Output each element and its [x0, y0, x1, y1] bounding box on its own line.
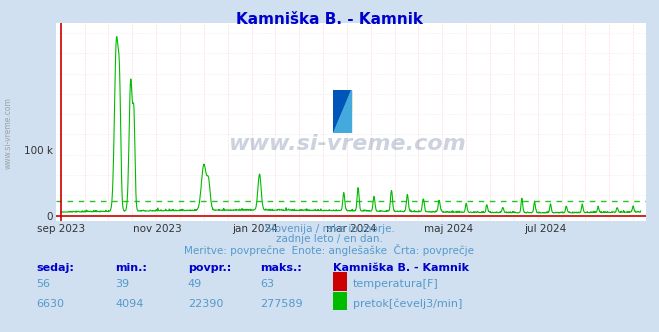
Text: 63: 63 — [260, 279, 274, 289]
Text: 6630: 6630 — [36, 299, 64, 309]
Text: Slovenija / reke in morje.: Slovenija / reke in morje. — [264, 224, 395, 234]
Text: 4094: 4094 — [115, 299, 144, 309]
Text: temperatura[F]: temperatura[F] — [353, 279, 438, 289]
Text: 39: 39 — [115, 279, 129, 289]
Polygon shape — [333, 90, 351, 133]
Text: 49: 49 — [188, 279, 202, 289]
Text: Kamniška B. - Kamnik: Kamniška B. - Kamnik — [236, 12, 423, 27]
Text: Kamniška B. - Kamnik: Kamniška B. - Kamnik — [333, 263, 469, 273]
Text: sedaj:: sedaj: — [36, 263, 74, 273]
Text: 22390: 22390 — [188, 299, 223, 309]
Text: zadnje leto / en dan.: zadnje leto / en dan. — [276, 234, 383, 244]
Text: www.si-vreme.com: www.si-vreme.com — [3, 97, 13, 169]
Text: 56: 56 — [36, 279, 50, 289]
Text: min.:: min.: — [115, 263, 147, 273]
Text: povpr.:: povpr.: — [188, 263, 231, 273]
Text: pretok[čevelj3/min]: pretok[čevelj3/min] — [353, 298, 462, 309]
Text: www.si-vreme.com: www.si-vreme.com — [228, 134, 466, 154]
Text: Meritve: povprečne  Enote: anglešaške  Črta: povprečje: Meritve: povprečne Enote: anglešaške Črt… — [185, 244, 474, 256]
Text: 277589: 277589 — [260, 299, 303, 309]
Polygon shape — [333, 90, 351, 133]
Text: maks.:: maks.: — [260, 263, 302, 273]
